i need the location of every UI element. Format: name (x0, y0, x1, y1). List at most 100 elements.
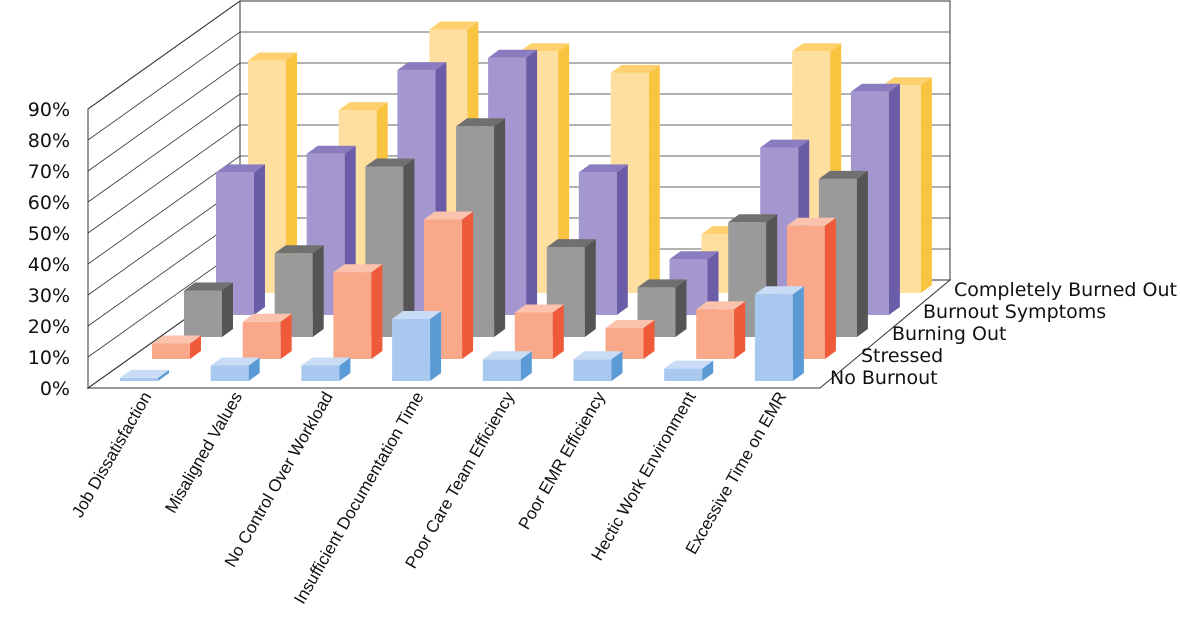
bar (301, 357, 351, 381)
bar (392, 311, 442, 381)
bar-top (605, 320, 655, 328)
bar-face (696, 309, 735, 359)
bar (514, 304, 564, 359)
y-tick-label: 10% (28, 347, 70, 369)
bar-side (584, 239, 596, 337)
bar-face (210, 365, 249, 381)
legend-label: No Burnout (830, 367, 938, 389)
bar-face (184, 290, 222, 337)
bar-face (242, 321, 281, 359)
bar (333, 264, 383, 359)
bar-face (152, 343, 190, 359)
y-tick-label: 50% (28, 223, 70, 245)
bar (216, 164, 265, 315)
category-label: No Control Over Workload (221, 389, 337, 571)
bar-top (210, 357, 260, 366)
bar-side (552, 304, 564, 359)
bar-side (648, 64, 660, 294)
y-tick-label: 40% (28, 254, 70, 276)
bar-side (339, 357, 351, 381)
bar (573, 351, 623, 381)
bar-side (675, 279, 687, 337)
gridline (87, 31, 950, 141)
gridline (87, 124, 950, 234)
bar-top (456, 118, 506, 127)
bar-top (728, 214, 778, 223)
bar-top (664, 360, 714, 369)
bar-side (888, 83, 900, 315)
chart-bars (120, 21, 932, 381)
bar (242, 313, 292, 359)
bar-side (526, 49, 538, 315)
bar-top (397, 62, 447, 71)
bar-side (190, 335, 201, 359)
bar-top (514, 304, 564, 313)
bar-side (856, 170, 868, 337)
bar-side (707, 251, 719, 315)
bar-top (184, 282, 233, 291)
bar-face (333, 272, 372, 359)
bar-top (760, 139, 810, 148)
bar-side (792, 286, 804, 381)
bar-top (573, 351, 623, 360)
gridline (87, 62, 950, 172)
y-tick-label: 20% (28, 316, 70, 338)
bar-top (248, 52, 297, 61)
bar (120, 369, 169, 381)
bar-top (216, 164, 265, 173)
bar-side (611, 351, 623, 381)
bar-side (430, 311, 442, 381)
bar-top (786, 217, 836, 226)
bar (637, 279, 687, 337)
bar-side (520, 351, 532, 381)
bar-top (274, 245, 324, 254)
bar-side (558, 43, 570, 294)
bar-side (286, 52, 297, 293)
bar-top (424, 211, 474, 220)
bar-top (610, 64, 660, 73)
bar-face (482, 359, 521, 381)
y-tick-label: 70% (28, 161, 70, 183)
bar-top (338, 102, 388, 111)
bar-face (301, 365, 340, 381)
bar-side (248, 357, 260, 381)
bar-face (664, 368, 703, 381)
bar (754, 286, 804, 381)
bar (664, 360, 714, 381)
bar-top (520, 43, 570, 52)
bar-top (882, 77, 932, 86)
bar (152, 335, 201, 359)
gridline (87, 0, 950, 110)
bar-side (280, 313, 292, 359)
bar-side (643, 320, 655, 359)
bar-top (333, 264, 383, 273)
bar-top (488, 49, 538, 58)
bar-top (301, 357, 351, 366)
gridline (87, 155, 950, 265)
category-label: Hectic Work Environment (587, 388, 699, 564)
category-label: Excessive Time on EMR (682, 389, 791, 558)
bar-top (429, 21, 479, 30)
bar-top (578, 164, 628, 173)
y-tick-label: 0% (40, 378, 70, 400)
bar-top (365, 158, 415, 167)
y-tick-label: 80% (28, 130, 70, 152)
bar-top (482, 351, 532, 360)
legend-label: Completely Burned Out (954, 279, 1177, 301)
bar-side (312, 245, 324, 337)
bar-side (371, 264, 383, 359)
bar-face (120, 377, 158, 381)
bar-top (818, 170, 868, 179)
legend-label: Burnout Symptoms (923, 301, 1106, 323)
bar-top (850, 83, 900, 92)
category-label: Job Dissatisfaction (68, 389, 155, 521)
category-label: Poor Care Team Efficiency (401, 388, 518, 572)
bar-side (920, 77, 932, 293)
bar-top (306, 145, 356, 154)
bar (546, 239, 596, 337)
category-label: Poor EMR Efficiency (515, 388, 609, 533)
bar-side (734, 301, 746, 359)
bar-side (222, 282, 233, 337)
bar-side (254, 164, 265, 315)
